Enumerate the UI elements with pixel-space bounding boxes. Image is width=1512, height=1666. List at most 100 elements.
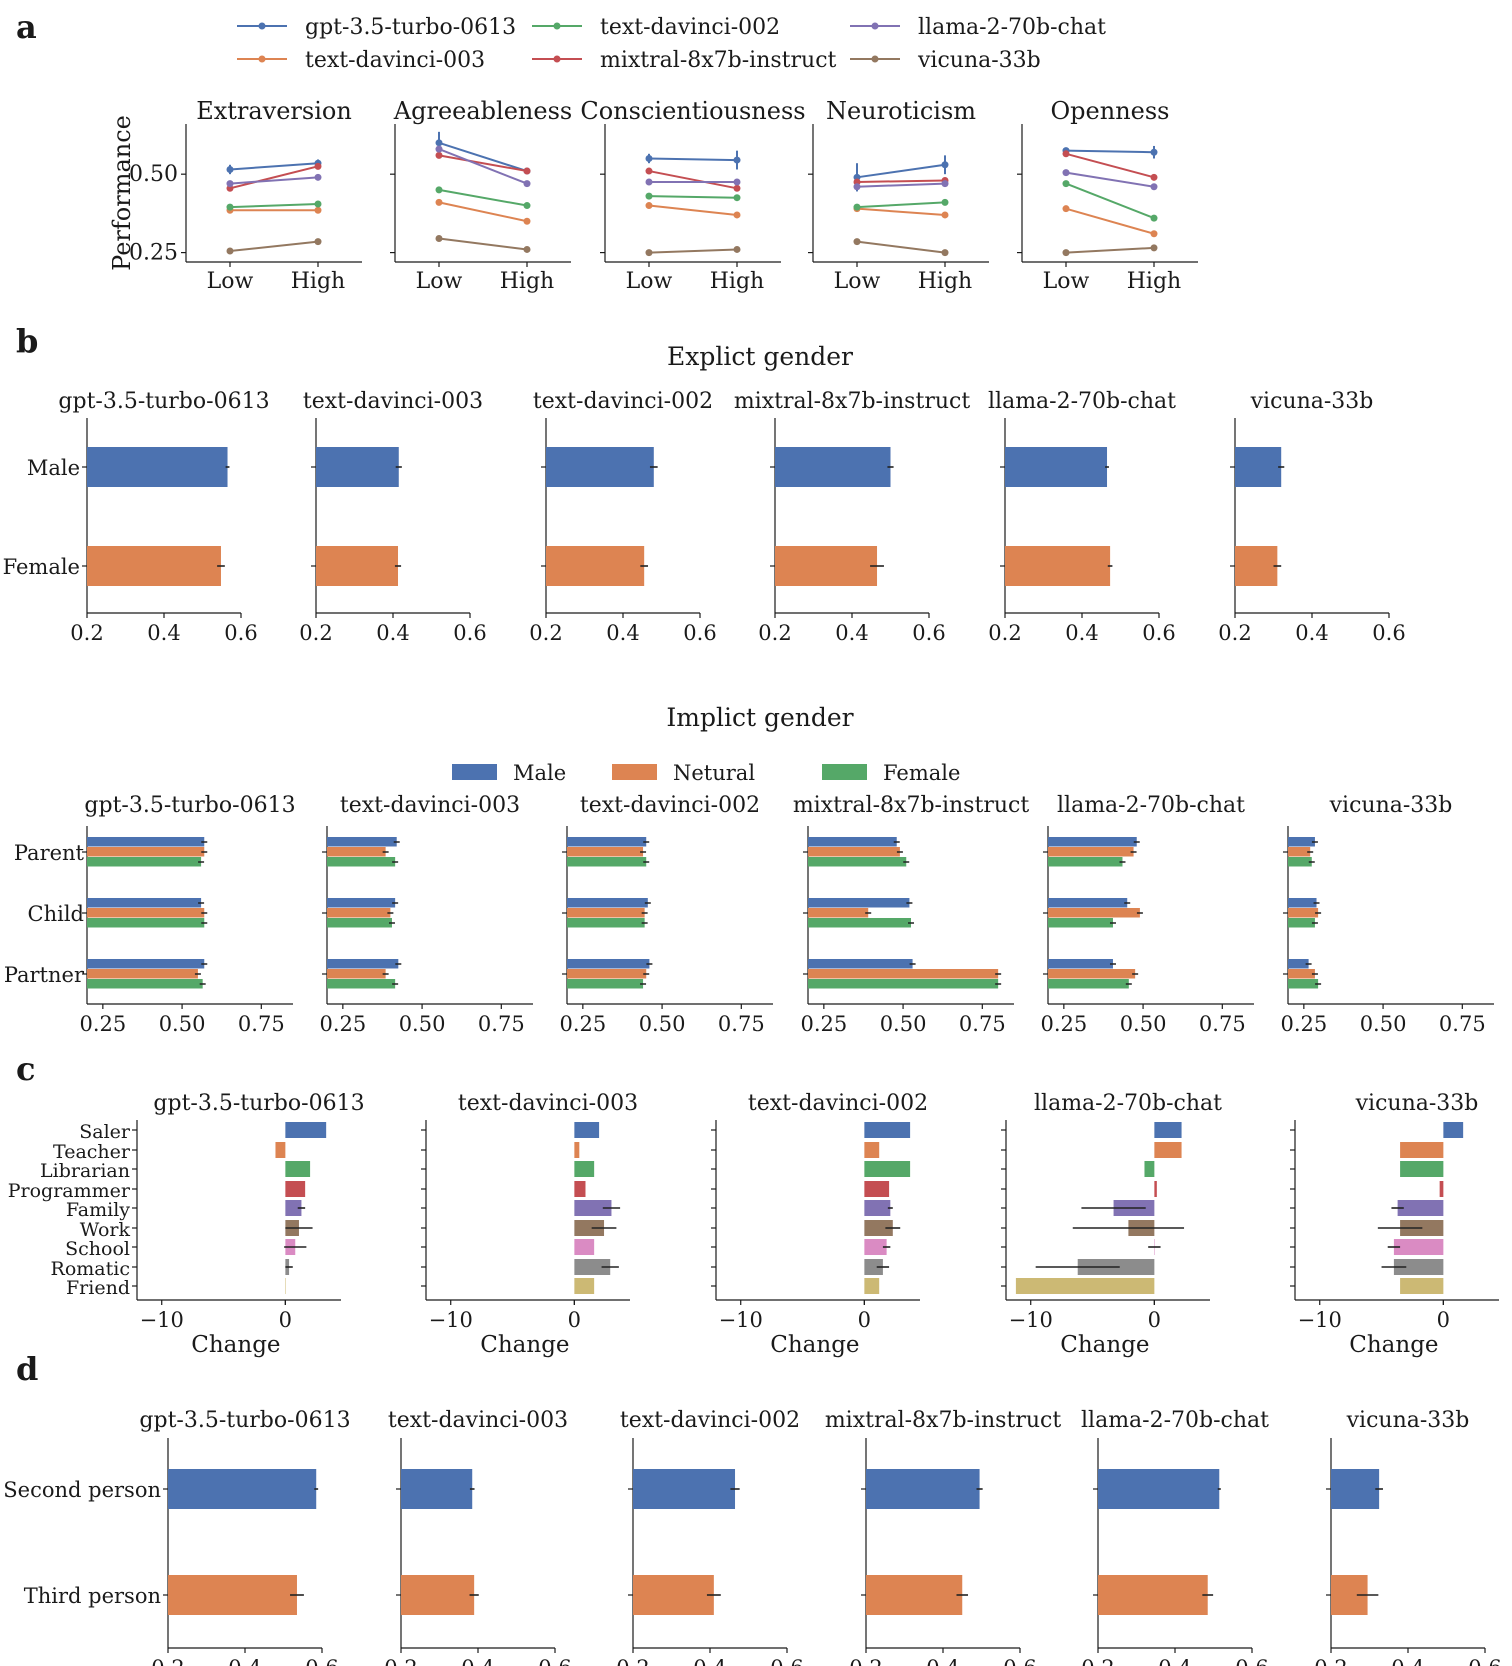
bar <box>1015 1278 1155 1294</box>
subplot-title: vicuna-33b <box>1346 1408 1470 1433</box>
data-point-llama <box>314 173 322 181</box>
bar <box>327 837 397 847</box>
bar <box>1048 847 1134 857</box>
bar <box>574 1122 600 1138</box>
data-point-mix <box>645 167 653 175</box>
bar <box>1048 918 1113 928</box>
x-tick-label: −10 <box>140 1308 184 1332</box>
x-tick-label: 0.4 <box>461 1656 494 1666</box>
bar <box>808 918 911 928</box>
bar <box>87 918 205 928</box>
data-point-mix <box>1150 173 1158 181</box>
y-tick-label: Programmer <box>8 1180 131 1202</box>
x-tick-label: 0.6 <box>683 621 716 645</box>
bar <box>574 1220 605 1236</box>
data-point-mix <box>523 167 531 175</box>
subplot-title: Extraversion <box>196 97 352 125</box>
x-tick-label: 0.25 <box>79 1012 126 1036</box>
data-point-td2 <box>523 202 531 210</box>
subplot-title: llama-2-70b-chat <box>988 389 1176 414</box>
bar <box>1048 908 1140 918</box>
data-point-mix <box>733 184 741 192</box>
data-point-td3 <box>523 217 531 225</box>
bar <box>1397 1200 1444 1216</box>
series-line-td2 <box>229 202 319 209</box>
x-tick-label: 0.75 <box>478 1012 525 1036</box>
data-point-td3 <box>314 206 322 214</box>
data-point-gpt <box>941 161 949 169</box>
bar <box>1393 1259 1444 1275</box>
legend-marker-llama <box>871 22 879 30</box>
bar <box>87 969 198 979</box>
subplot-title: gpt-3.5-turbo-0613 <box>84 793 295 818</box>
x-tick-label: 0.2 <box>151 1656 184 1666</box>
x-axis-label: Change <box>1060 1332 1149 1358</box>
x-axis-label: Change <box>191 1332 280 1358</box>
bar <box>1235 447 1282 487</box>
x-tick-label: 0 <box>568 1308 581 1332</box>
x-tick-label: 0.4 <box>606 621 639 645</box>
x-tick-label: 0.4 <box>147 621 180 645</box>
legend-swatch <box>452 764 497 780</box>
subplot-title: Agreeableness <box>393 97 572 125</box>
bar <box>87 898 202 908</box>
y-tick-label: Male <box>27 456 80 480</box>
data-point-td2 <box>226 203 234 211</box>
data-point-td2 <box>1062 180 1070 188</box>
y-tick-label: Friend <box>66 1277 130 1299</box>
data-point-llama <box>1150 183 1158 191</box>
bar <box>1154 1142 1182 1158</box>
bar <box>775 546 878 586</box>
subplot-title: mixtral-8x7b-instruct <box>734 389 971 414</box>
subplot-title: llama-2-70b-chat <box>1057 793 1245 818</box>
x-tick-label: 0.4 <box>1158 1656 1191 1666</box>
bar <box>1443 1122 1464 1138</box>
bar <box>327 918 392 928</box>
series-line-gpt <box>648 157 738 162</box>
bar <box>864 1220 893 1236</box>
bar <box>1288 908 1319 918</box>
subplot-title: text-davinci-003 <box>340 793 520 818</box>
x-tick-label: 0.6 <box>538 1656 571 1666</box>
bar <box>168 1469 317 1509</box>
bar <box>327 969 386 979</box>
y-tick-label: Teacher <box>53 1141 131 1163</box>
x-tick-label: −10 <box>719 1308 763 1332</box>
series-line-td2 <box>856 201 946 209</box>
bar <box>808 898 910 908</box>
x-tick-label: 0.25 <box>559 1012 606 1036</box>
bar <box>574 1161 595 1177</box>
bar <box>808 847 900 857</box>
x-tick-label: 0.2 <box>384 1656 417 1666</box>
x-tick-label: 0.50 <box>1360 1012 1407 1036</box>
legend-marker-vic <box>871 55 879 63</box>
series-line-llama <box>438 148 528 185</box>
series-line-vic <box>856 240 946 254</box>
bar <box>1288 837 1315 847</box>
subplot-title: Neuroticism <box>826 97 976 125</box>
x-tick-label: 0.50 <box>159 1012 206 1036</box>
legend-marker-mix <box>553 55 561 63</box>
y-tick-label: Romatic <box>51 1258 130 1280</box>
x-tick-label: 0.25 <box>1280 1012 1327 1036</box>
bar <box>316 546 399 586</box>
panel-label-b: b <box>16 322 38 360</box>
data-point-vic <box>523 245 531 253</box>
subplot-title: llama-2-70b-chat <box>1034 1091 1222 1116</box>
x-tick-label: 0.6 <box>224 621 257 645</box>
bar <box>864 1161 911 1177</box>
bar <box>1048 969 1136 979</box>
bar <box>1235 546 1278 586</box>
bar <box>87 837 205 847</box>
bar <box>285 1278 286 1294</box>
x-tick-label: 0.6 <box>305 1656 338 1666</box>
bar <box>1098 1575 1208 1615</box>
x-axis-label: Change <box>480 1332 569 1358</box>
x-tick-label: 0 <box>858 1308 871 1332</box>
bar <box>567 908 645 918</box>
data-point-vic <box>645 249 653 257</box>
series-line-td2 <box>438 188 528 207</box>
series-line-td3 <box>648 204 738 216</box>
data-point-gpt <box>733 156 741 164</box>
bar <box>1048 837 1137 847</box>
